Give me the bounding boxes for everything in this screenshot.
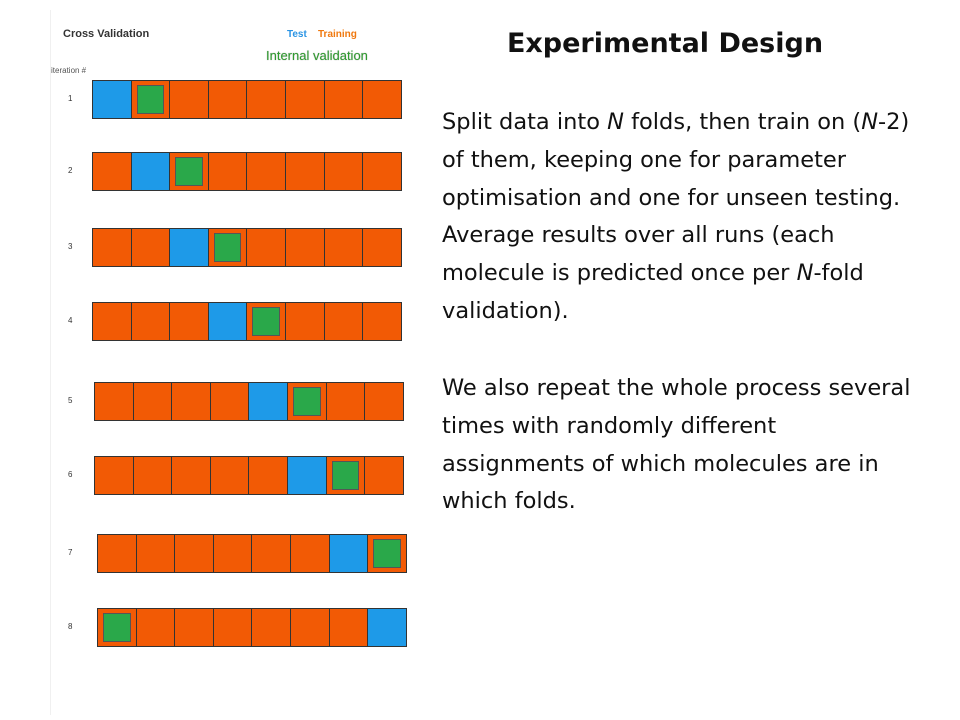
fold-training: [171, 382, 211, 421]
fold-training: [362, 302, 402, 341]
fold-training: [135, 608, 176, 647]
fold-test: [367, 608, 407, 647]
fold-training: [323, 152, 364, 191]
fold-training: [92, 302, 132, 341]
fold-test: [328, 534, 369, 573]
fold-training: [285, 302, 325, 341]
fold-training: [132, 456, 173, 495]
fold-training: [246, 228, 286, 267]
fold-training: [246, 152, 286, 191]
fold-training: [362, 228, 402, 267]
n-variable: N: [861, 109, 879, 135]
iteration-heading: iteration #: [51, 66, 87, 75]
fold-test: [169, 228, 209, 267]
fold-training: [171, 456, 211, 495]
slide-title: Experimental Design: [506, 28, 824, 59]
iteration-label: 4: [68, 315, 73, 325]
iteration-label: 5: [68, 395, 73, 405]
paragraph-method-text: -fold validation).: [442, 260, 864, 324]
paragraph-method: Split data into N folds, then train on (…: [442, 104, 922, 331]
internal-validation-block: [175, 157, 203, 186]
fold-training: [94, 456, 134, 495]
fold-training: [323, 80, 364, 119]
fold-training: [209, 456, 250, 495]
fold-training: [290, 534, 330, 573]
fold-training: [207, 152, 248, 191]
internal-validation-block: [103, 613, 131, 642]
fold-training: [92, 228, 132, 267]
fold-training: [169, 302, 209, 341]
legend-test: Test: [287, 29, 307, 40]
internal-validation-block: [373, 539, 401, 568]
fold-training: [174, 534, 214, 573]
fold-training: [328, 608, 369, 647]
fold-test: [207, 302, 248, 341]
fold-training: [251, 608, 291, 647]
fold-training: [135, 534, 176, 573]
fold-test: [248, 382, 288, 421]
internal-validation-block: [213, 233, 242, 262]
paragraph-method-text: -2) of them, keeping one for parameter o…: [442, 109, 910, 287]
fold-training: [251, 534, 291, 573]
fold-test: [92, 80, 132, 119]
fold-training: [285, 80, 325, 119]
legend-training: Training: [318, 29, 357, 40]
fold-training: [130, 228, 171, 267]
diagram-title: Cross Validation: [63, 28, 150, 40]
iteration-label: 2: [68, 165, 73, 175]
fold-training: [97, 534, 137, 573]
fold-training: [132, 382, 173, 421]
fold-training: [92, 152, 132, 191]
fold-training: [94, 382, 134, 421]
iteration-label: 6: [68, 469, 73, 479]
iteration-label: 8: [68, 621, 73, 631]
n-variable: N: [607, 109, 624, 135]
fold-training: [362, 152, 402, 191]
fold-training: [364, 456, 404, 495]
fold-test: [287, 456, 327, 495]
internal-validation-block: [136, 85, 165, 114]
fold-training: [323, 228, 364, 267]
fold-training: [212, 608, 253, 647]
internal-validation-block: [293, 387, 321, 416]
fold-training: [130, 302, 171, 341]
internal-validation-block: [331, 461, 360, 490]
fold-test: [130, 152, 171, 191]
fold-training: [290, 608, 330, 647]
fold-training: [285, 152, 325, 191]
internal-validation-block: [252, 307, 280, 336]
fold-training: [248, 456, 288, 495]
fold-training: [207, 80, 248, 119]
fold-training: [169, 80, 209, 119]
fold-training: [323, 302, 364, 341]
paragraph-repeat: We also repeat the whole process several…: [442, 375, 911, 515]
fold-training: [174, 608, 214, 647]
fold-training: [212, 534, 253, 573]
fold-training: [362, 80, 402, 119]
diagram-panel: [50, 10, 421, 715]
fold-training: [364, 382, 404, 421]
n-variable: N: [796, 260, 814, 287]
fold-training: [246, 80, 286, 119]
iteration-label: 1: [68, 93, 73, 103]
fold-training: [209, 382, 250, 421]
legend-internal-validation: Internal validation: [266, 48, 368, 63]
fold-training: [325, 382, 366, 421]
fold-training: [285, 228, 325, 267]
iteration-label: 7: [68, 547, 73, 557]
paragraph-method-text: Split data into: [442, 109, 608, 135]
iteration-label: 3: [68, 241, 73, 251]
paragraph-method-text: folds, then train on (: [623, 109, 862, 135]
